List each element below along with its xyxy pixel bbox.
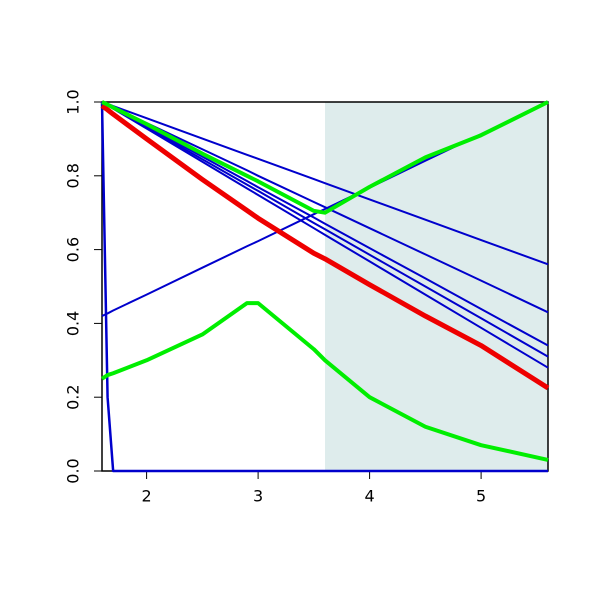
x-tick-label: 4: [365, 487, 375, 506]
series-line: [101, 100, 549, 215]
shaded-region: [325, 102, 548, 471]
y-tick-label: 0.4: [64, 311, 83, 336]
x-tick-label: 5: [476, 487, 486, 506]
y-tick-label: 1.0: [64, 89, 83, 114]
y-tick-label: 0.6: [64, 237, 83, 262]
series-line: [100, 103, 550, 391]
series-line: [101, 101, 549, 317]
series-line: [100, 101, 548, 473]
y-tick-label: 0.0: [64, 458, 83, 483]
x-tick-label: 3: [253, 487, 263, 506]
x-tick-label: 2: [142, 487, 152, 506]
y-tick-label: 0.8: [64, 163, 83, 188]
series-line: [100, 301, 549, 462]
y-tick-label: 0.2: [64, 384, 83, 409]
